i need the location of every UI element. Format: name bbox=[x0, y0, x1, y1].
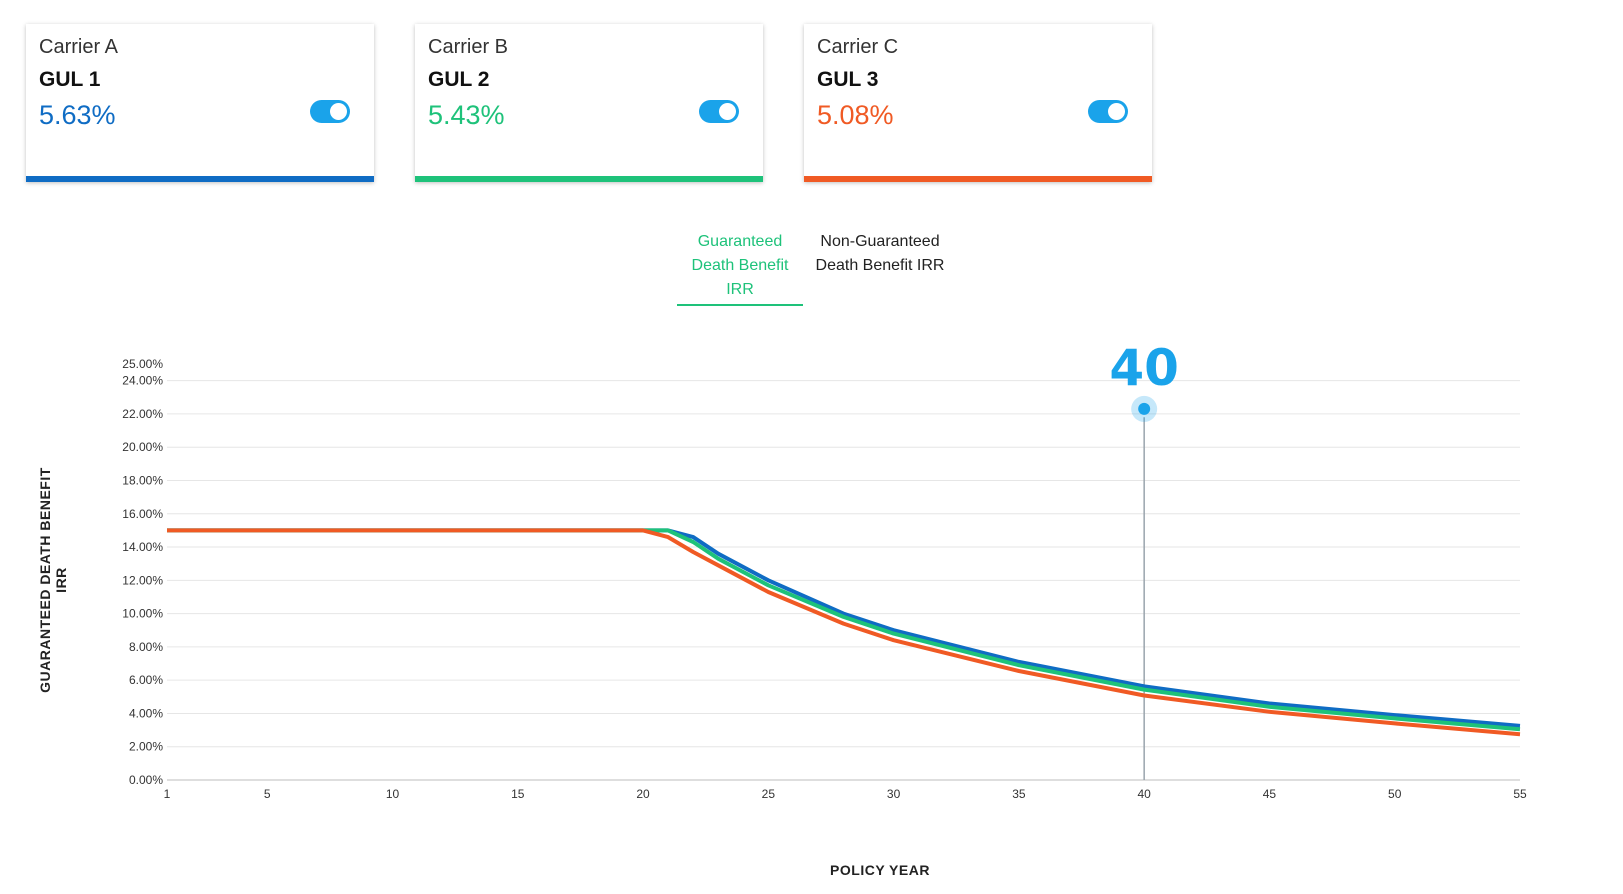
y-tick-label: 2.00% bbox=[129, 740, 163, 754]
year-marker-label: 40 bbox=[1109, 339, 1179, 397]
y-tick-label: 25.00% bbox=[122, 357, 163, 371]
tab-label-line1: Non-Guaranteed bbox=[820, 233, 940, 250]
x-tick-label: 5 bbox=[264, 787, 271, 801]
y-tick-label: 14.00% bbox=[122, 540, 163, 554]
carrier-name: Carrier B bbox=[428, 36, 509, 58]
toggle-switch[interactable] bbox=[1088, 100, 1128, 123]
x-tick-label: 15 bbox=[511, 787, 525, 801]
carrier-card-b: Carrier B GUL 2 5.43% bbox=[415, 24, 763, 182]
card-color-bar bbox=[415, 176, 763, 182]
tab-guaranteed-irr[interactable]: Guaranteed Death Benefit IRR bbox=[677, 230, 803, 306]
irr-value: 5.63% bbox=[39, 100, 116, 130]
toggle-switch[interactable] bbox=[699, 100, 739, 123]
x-tick-label: 20 bbox=[636, 787, 650, 801]
series-line-3 bbox=[167, 528, 1521, 737]
toggle-knob bbox=[330, 103, 347, 120]
x-tick-label: 55 bbox=[1513, 787, 1527, 801]
irr-value: 5.08% bbox=[817, 100, 894, 130]
y-tick-label: 16.00% bbox=[122, 507, 163, 521]
x-tick-label: 50 bbox=[1388, 787, 1402, 801]
y-tick-label: 10.00% bbox=[122, 607, 163, 621]
y-tick-label: 20.00% bbox=[122, 440, 163, 454]
series-line-2 bbox=[167, 528, 1521, 732]
y-axis-title: GUARANTEED DEATH BENEFIT IRR bbox=[37, 467, 69, 693]
tab-label-line1: Guaranteed bbox=[697, 233, 783, 250]
carrier-name: Carrier A bbox=[39, 36, 118, 58]
product-name: GUL 3 bbox=[817, 68, 879, 91]
product-name: GUL 2 bbox=[428, 68, 490, 91]
tab-label-line2: Death Benefit IRR bbox=[691, 257, 789, 298]
toggle-knob bbox=[1108, 103, 1125, 120]
carrier-card-c: Carrier C GUL 3 5.08% bbox=[804, 24, 1152, 182]
y-tick-label: 22.00% bbox=[122, 407, 163, 421]
carrier-card-a: Carrier A GUL 1 5.63% bbox=[26, 24, 374, 182]
carrier-name: Carrier C bbox=[817, 36, 899, 58]
x-tick-label: 10 bbox=[386, 787, 400, 801]
card-color-bar bbox=[26, 176, 374, 182]
tab-label-line2: Death Benefit IRR bbox=[815, 257, 945, 274]
y-tick-label: 12.00% bbox=[122, 573, 163, 587]
card-color-bar bbox=[804, 176, 1152, 182]
irr-line-chart: 0.00% 2.00% 4.00% 6.00% 8.00% 10.00% 12.00% 14.… bbox=[122, 339, 1527, 801]
x-tick-label: 45 bbox=[1263, 787, 1277, 801]
y-tick-label: 4.00% bbox=[129, 706, 163, 720]
x-tick-label: 40 bbox=[1137, 787, 1151, 801]
irr-value: 5.43% bbox=[428, 100, 505, 130]
product-name: GUL 1 bbox=[39, 68, 101, 91]
y-tick-label: 18.00% bbox=[122, 473, 163, 487]
y-tick-label: 6.00% bbox=[129, 673, 163, 687]
series-line-1 bbox=[167, 528, 1521, 728]
toggle-knob bbox=[719, 103, 736, 120]
x-axis-title: POLICY YEAR bbox=[830, 862, 930, 878]
x-tick-label: 30 bbox=[887, 787, 901, 801]
tab-non-guaranteed-irr[interactable]: Non-Guaranteed Death Benefit IRR bbox=[815, 230, 945, 278]
x-tick-label: 25 bbox=[762, 787, 776, 801]
y-tick-label: 24.00% bbox=[122, 374, 163, 388]
x-tick-label: 35 bbox=[1012, 787, 1026, 801]
x-tick-label: 1 bbox=[164, 787, 171, 801]
y-tick-label: 0.00% bbox=[129, 773, 163, 787]
toggle-switch[interactable] bbox=[310, 100, 350, 123]
y-tick-label: 8.00% bbox=[129, 640, 163, 654]
year-marker-handle[interactable] bbox=[1138, 402, 1151, 415]
